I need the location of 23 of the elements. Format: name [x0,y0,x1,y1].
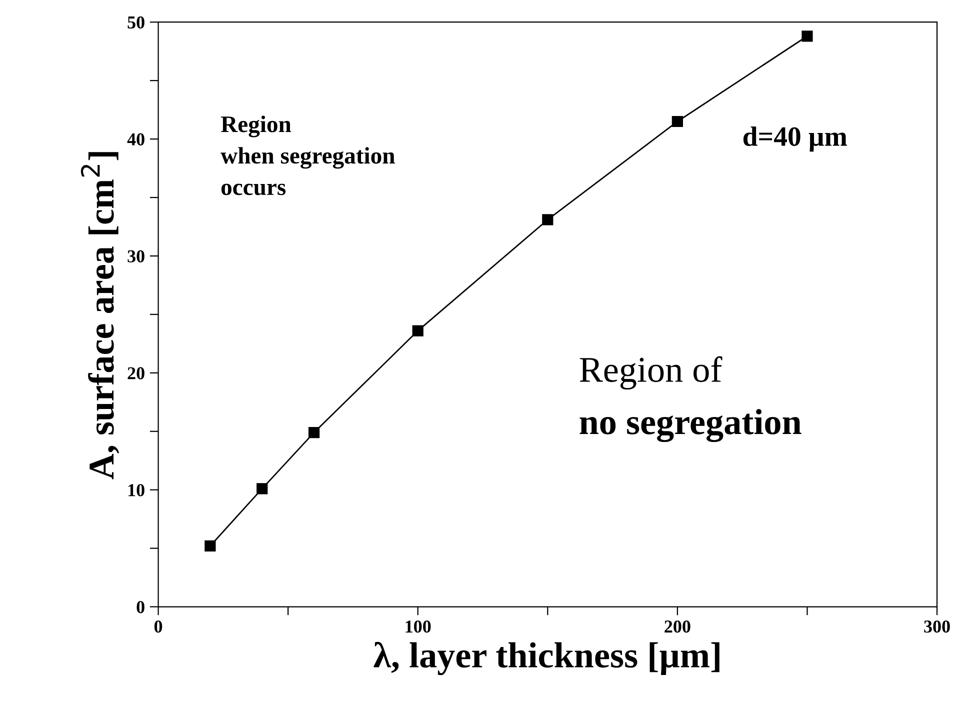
y-tick-label: 0 [136,601,144,614]
y-tick-label: 20 [128,367,144,380]
annotation: d=40 µm [743,126,847,152]
x-axis-title: λ, layer thickness [µm] [374,642,720,676]
point [672,116,683,128]
point [802,30,813,42]
y-axis-title: A, surface area [cm$^{2}$] [80,152,120,480]
y-tick-label: 30 [128,250,144,262]
point [308,426,320,438]
point [542,214,554,226]
x-tick-label: 0 [154,620,162,633]
y-tick-label: 10 [128,484,144,496]
point [412,325,424,336]
x-tick-label: 200 [664,620,690,633]
y-tick-label: 50 [128,16,144,29]
annotation: no segregation [580,409,802,442]
point [256,483,268,494]
annotation: Region when segregation occurs [220,116,395,196]
annotation: Region of [580,356,722,390]
point [204,540,216,552]
x-tick-label: 300 [924,620,950,633]
x-tick-label: 100 [406,620,431,633]
y-tick-label: 40 [127,133,144,146]
